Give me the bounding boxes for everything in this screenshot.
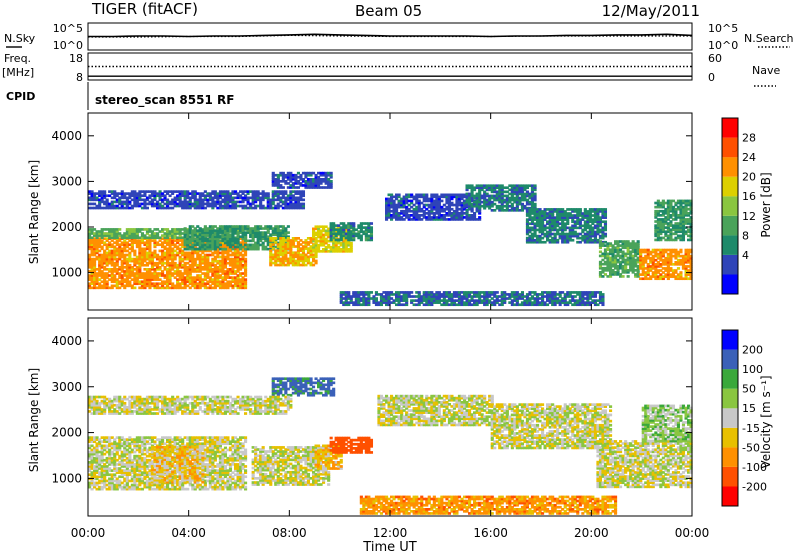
heatmap-cell <box>106 199 109 202</box>
heatmap-cell <box>287 225 290 228</box>
heatmap-cell <box>330 180 333 183</box>
cpid-value: stereo_scan 8551 RF <box>95 93 234 108</box>
heatmap-cell <box>133 250 136 253</box>
heatmap-cell <box>219 244 222 247</box>
heatmap-cell <box>224 248 227 251</box>
heatmap-cell <box>418 291 421 294</box>
heatmap-cell <box>604 233 607 236</box>
heatmap-cell <box>601 293 604 296</box>
heatmap-cell <box>350 242 353 245</box>
heatmap-cell <box>679 271 682 274</box>
nsearch-label: N.Search <box>744 32 794 45</box>
heatmap-cell <box>330 172 333 175</box>
power-heatmap-cells <box>88 172 693 306</box>
heatmap-cell <box>244 278 247 281</box>
heatmap-cell <box>534 203 537 206</box>
nave-label: Nave <box>752 64 780 77</box>
freq-unit-label: [MHz] <box>2 66 34 79</box>
heatmap-cell <box>604 220 607 223</box>
heatmap-cell <box>118 228 121 231</box>
heatmap-cell <box>571 239 574 242</box>
heatmap-cell <box>153 250 156 253</box>
figure-title: TIGER (fitACF) <box>91 0 198 18</box>
heatmap-cell <box>315 260 318 263</box>
heatmap-cell <box>534 184 537 187</box>
heatmap-cell <box>637 240 640 243</box>
freq-label: Freq. <box>4 52 31 65</box>
nsky-right-tick-bottom: 10^0 <box>708 39 738 52</box>
heatmap-cell <box>425 194 428 197</box>
heatmap-cell <box>398 194 401 197</box>
heatmap-cell <box>274 237 277 240</box>
nsky-left-tick-bottom: 10^0 <box>53 39 83 52</box>
heatmap-cell <box>352 222 355 225</box>
nsky-label: N.Sky <box>4 32 36 45</box>
heatmap-cell <box>677 267 680 270</box>
heatmap-cell <box>370 291 373 294</box>
heatmap-cell <box>410 291 413 294</box>
heatmap-cell <box>440 200 443 203</box>
heatmap-cell <box>579 208 582 211</box>
heatmap-cell <box>287 231 290 234</box>
nave-right-tick-bottom: 0 <box>708 71 715 84</box>
heatmap-cell <box>622 275 625 278</box>
nsky-right-tick-top: 10^5 <box>708 22 738 35</box>
heatmap-cell <box>282 186 285 189</box>
heatmap-cell <box>103 190 106 193</box>
heatmap-cell <box>244 258 247 261</box>
heatmap-cell <box>347 291 350 294</box>
beam-label: Beam 05 <box>355 2 422 20</box>
freq-left-tick-bottom: 8 <box>76 71 83 84</box>
heatmap-cell <box>627 275 630 278</box>
heatmap-cell <box>370 222 373 225</box>
heatmap-cell <box>478 216 481 219</box>
heatmap-cell <box>370 226 373 229</box>
heatmap-cell <box>534 193 537 196</box>
date-label: 12/May/2011 <box>602 2 700 20</box>
freq-left-tick-top: 18 <box>69 52 83 65</box>
nsky-left-tick-top: 10^5 <box>53 22 83 35</box>
heatmap-cell <box>375 297 378 300</box>
nave-right-tick-top: 60 <box>708 52 722 65</box>
cpid-label: CPID <box>6 90 35 103</box>
heatmap-cell <box>496 291 499 294</box>
heatmap-cell <box>521 291 524 294</box>
heatmap-cell <box>133 287 136 290</box>
heatmap-cell <box>679 249 682 252</box>
heatmap-cell <box>604 208 607 211</box>
